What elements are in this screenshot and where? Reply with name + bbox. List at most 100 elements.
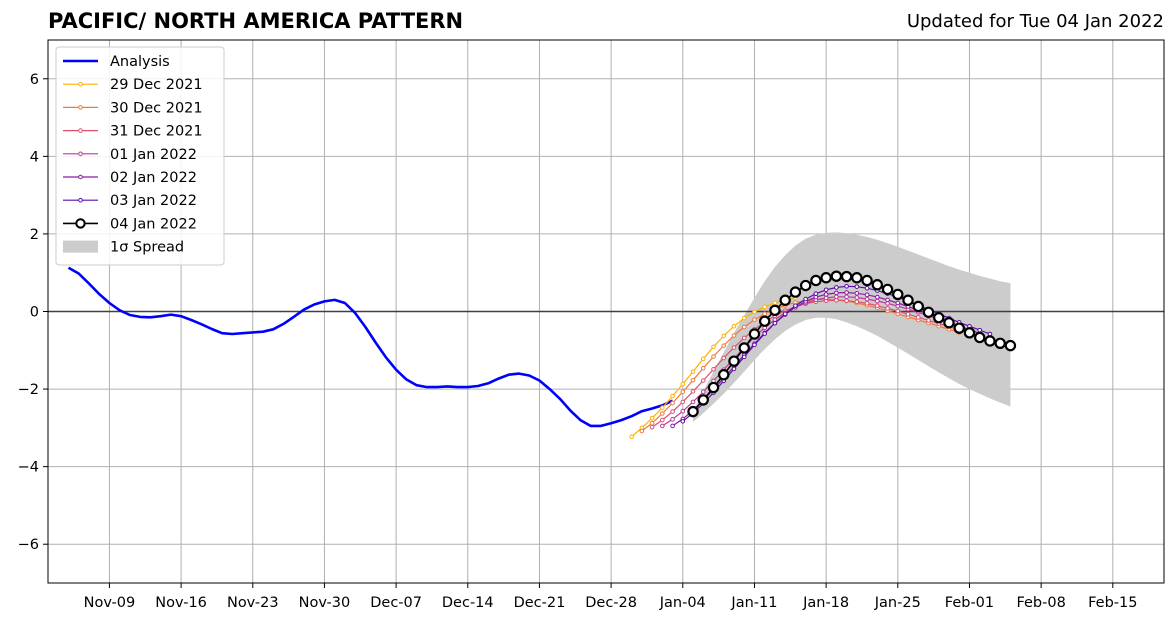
forecast-point (854, 284, 860, 289)
forecast-point (660, 405, 665, 410)
forecast-point (680, 408, 686, 414)
forecast-point (844, 290, 849, 295)
forecast-point (741, 324, 747, 330)
forecast-point (670, 417, 675, 422)
forecast-point (895, 300, 901, 306)
forecast-point (782, 311, 788, 317)
forecast-point (752, 309, 757, 315)
forecast-point (700, 365, 706, 371)
legend-marker (75, 218, 86, 229)
legend-marker (78, 128, 83, 133)
forecast-point (670, 393, 675, 399)
legend-label: 04 Jan 2022 (110, 216, 197, 232)
forecast-point (649, 420, 655, 426)
forecast-point (762, 311, 767, 317)
forecast-point (680, 389, 686, 395)
x-tick-label: Jan-04 (659, 595, 706, 611)
legend-label: 31 Dec 2021 (110, 124, 203, 140)
forecast-point (854, 295, 860, 300)
spread-layer (693, 232, 1011, 423)
legend-entry: 04 Jan 2022 (63, 216, 197, 232)
series-layer (67, 266, 1017, 440)
forecast-point (629, 434, 634, 440)
forecast-series (629, 295, 798, 440)
forecast-point (670, 400, 675, 406)
x-tick-label: Nov-16 (155, 595, 207, 611)
forecast-point (844, 283, 849, 289)
current-forecast-point (974, 331, 986, 344)
forecast-point (711, 366, 716, 372)
spread-band (693, 232, 1011, 423)
legend-marker (78, 81, 83, 87)
y-tick-label: 6 (30, 72, 39, 88)
current-forecast-point (922, 306, 935, 318)
analysis-line (67, 266, 674, 428)
current-forecast-series (687, 270, 1017, 418)
x-tick-label: Nov-09 (84, 595, 136, 611)
x-tick-label: Jan-25 (874, 595, 921, 611)
x-tick-label: Feb-15 (1088, 595, 1137, 611)
forecast-point (700, 356, 706, 362)
forecast-point (762, 331, 767, 336)
forecast-point (731, 345, 737, 350)
current-forecast-point (1004, 339, 1017, 352)
y-tick-label: 4 (30, 149, 39, 165)
y-tick-label: −4 (18, 460, 39, 476)
forecast-point (660, 411, 665, 416)
y-tick-label: −2 (18, 382, 39, 398)
forecast-point (711, 354, 716, 359)
x-axis: Nov-09 Nov-16 Nov-23 Nov-30 Dec-07 Dec-14 Dec-… (84, 583, 1137, 611)
legend-entry: 02 Jan 2022 (63, 170, 197, 186)
forecast-point (772, 320, 778, 326)
x-tick-label: Dec-21 (514, 595, 566, 611)
legend-entry: 31 Dec 2021 (63, 124, 203, 140)
x-tick-label: Feb-01 (945, 595, 994, 611)
current-forecast-point (758, 315, 771, 327)
forecast-point (639, 428, 645, 434)
forecast-point (741, 315, 747, 321)
forecast-point (649, 415, 655, 421)
chart-title: PACIFIC/ NORTH AMERICA PATTERN (48, 9, 464, 33)
legend-label: Analysis (110, 54, 170, 70)
forecast-point (864, 292, 870, 298)
forecast-point (670, 423, 675, 429)
x-tick-label: Feb-08 (1016, 595, 1065, 611)
legend-entry: 30 Dec 2021 (63, 100, 203, 116)
forecast-point (793, 303, 798, 308)
forecast-point (854, 299, 860, 305)
current-forecast-point (840, 270, 853, 283)
forecast-point (813, 291, 819, 296)
current-forecast-point (963, 327, 976, 339)
forecast-point (803, 296, 808, 302)
legend-entry: 03 Jan 2022 (63, 193, 197, 209)
forecast-point (721, 355, 727, 361)
x-tick-label: Nov-23 (227, 595, 279, 611)
x-tick-label: Dec-14 (442, 595, 494, 611)
legend-entry: 29 Dec 2021 (63, 77, 203, 93)
current-forecast-point (851, 272, 863, 284)
current-forecast-point (810, 274, 822, 287)
current-forecast-point (994, 337, 1006, 350)
forecast-point (834, 294, 839, 300)
current-forecast-point (830, 270, 843, 282)
forecast-point (864, 285, 870, 291)
forecast-point (649, 424, 655, 430)
forecast-point (731, 333, 737, 338)
current-forecast-point (871, 279, 884, 291)
legend-marker (78, 105, 83, 110)
legend-label: 29 Dec 2021 (110, 77, 203, 93)
forecast-point (864, 301, 870, 306)
forecast-point (752, 342, 757, 348)
legend-marker (78, 197, 83, 203)
current-forecast-point (707, 381, 720, 394)
forecast-point (823, 292, 829, 297)
legend-box (55, 46, 225, 266)
forecast-point (700, 389, 706, 395)
x-tick-label: Jan-11 (730, 595, 777, 611)
legend-entry: 1σ Spread (63, 240, 184, 256)
x-tick-label: Dec-07 (370, 595, 422, 611)
legend-label: 03 Jan 2022 (110, 193, 197, 209)
y-tick-label: 0 (30, 305, 39, 321)
current-forecast-point (697, 394, 709, 406)
